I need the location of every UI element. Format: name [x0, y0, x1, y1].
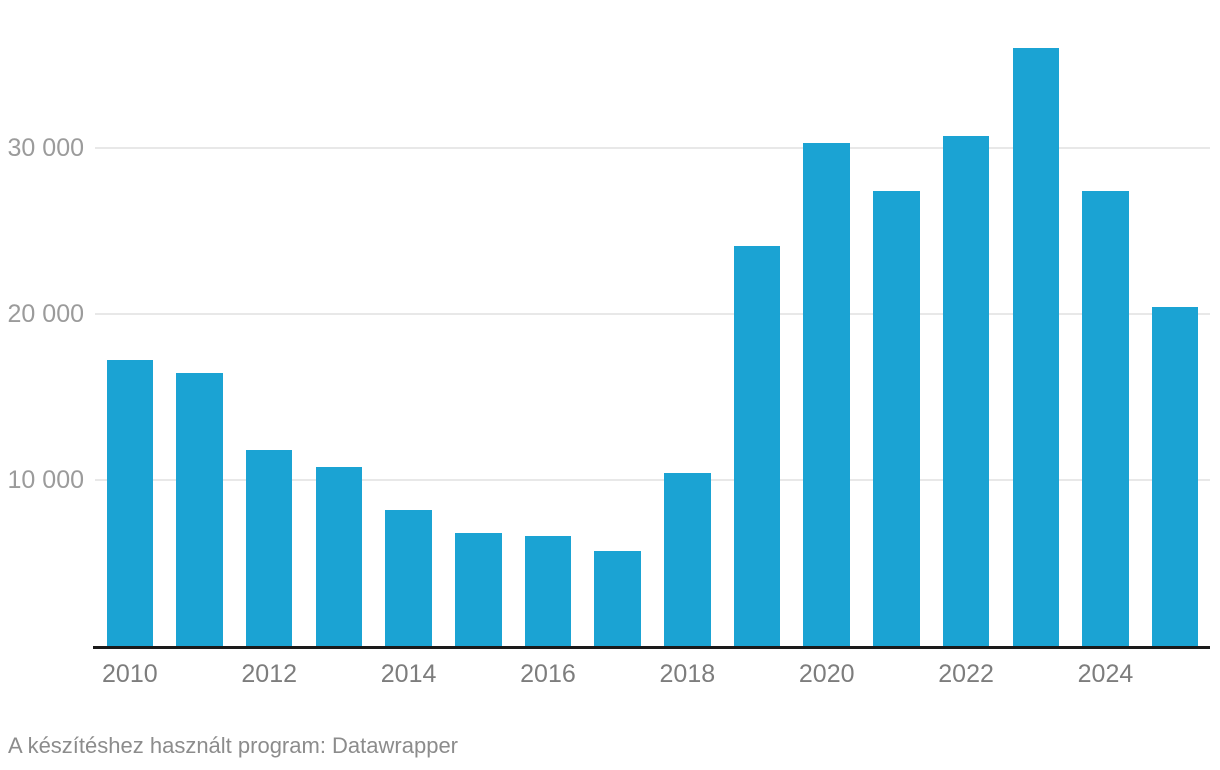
bar-2011[interactable]: [176, 373, 223, 646]
bar-2020[interactable]: [803, 142, 850, 646]
x-axis-line: [93, 646, 1210, 649]
x-tick-label-2018: 2018: [659, 660, 716, 688]
bar-2016[interactable]: [524, 536, 572, 646]
bar-2022[interactable]: [942, 135, 990, 646]
x-tick-label-2020: 2020: [798, 660, 855, 688]
bar-2013[interactable]: [315, 466, 363, 646]
x-tick-label-2012: 2012: [241, 660, 298, 688]
y-tick-label-30000: 30 000: [7, 133, 84, 162]
x-tick-label-2024: 2024: [1077, 660, 1134, 688]
bar-2010[interactable]: [106, 360, 154, 646]
gridline-10000: [95, 478, 1210, 481]
y-tick-label-10000: 10 000: [7, 465, 84, 494]
gridline-20000: [95, 312, 1210, 315]
x-tick-label-2010: 2010: [102, 660, 158, 688]
bar-2023[interactable]: [1012, 47, 1060, 646]
x-tick-label-2022: 2022: [938, 660, 994, 688]
bar-2017[interactable]: [594, 551, 641, 646]
y-tick-label-20000: 20 000: [7, 299, 84, 328]
chart-footer: A készítéshez használt program: Datawrap…: [8, 733, 459, 758]
bar-2025[interactable]: [1151, 307, 1199, 646]
bar-2018[interactable]: [664, 473, 711, 646]
bar-2015[interactable]: [455, 533, 502, 646]
gridline-30000: [95, 146, 1210, 149]
x-tick-label-2016: 2016: [520, 660, 576, 688]
bar-2019[interactable]: [733, 245, 781, 646]
x-tick-label-2014: 2014: [380, 660, 437, 688]
bar-2012[interactable]: [245, 449, 293, 646]
bar-2021[interactable]: [873, 190, 920, 646]
bar-2014[interactable]: [385, 509, 432, 646]
bar-2024[interactable]: [1082, 190, 1129, 646]
